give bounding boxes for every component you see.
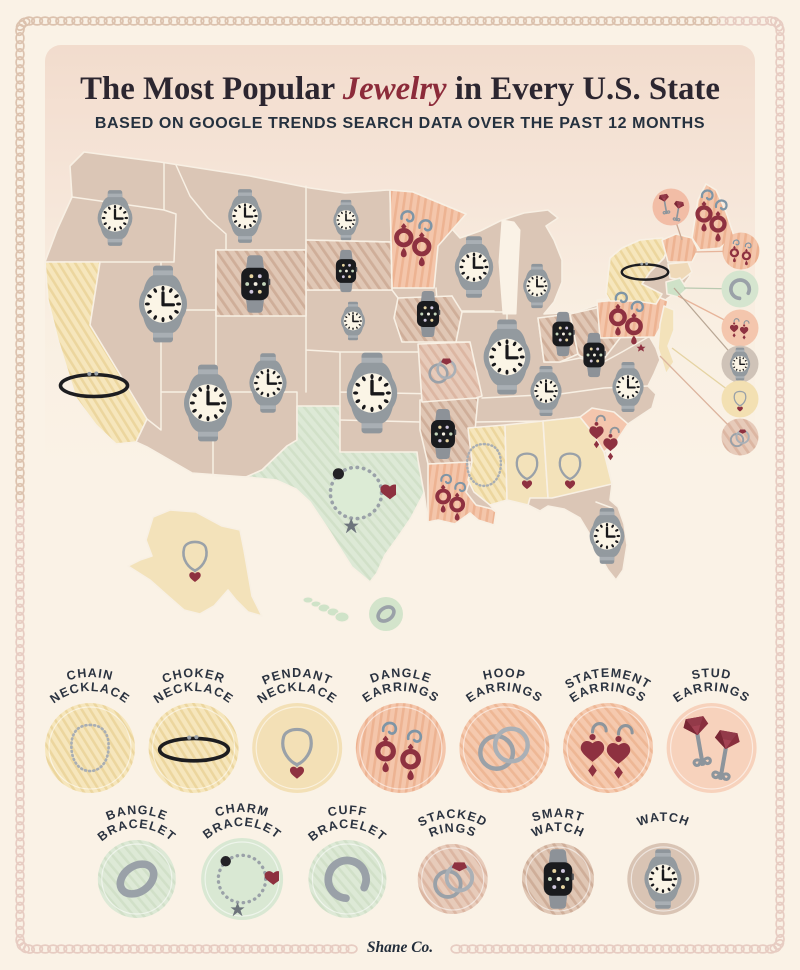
svg-text:EARRINGS: EARRINGS [463,680,545,705]
svg-text:DANGLE: DANGLE [368,666,433,686]
svg-text:BANGLE: BANGLE [104,803,170,823]
svg-text:PENDANT: PENDANT [260,666,335,688]
svg-text:NECKLACE: NECKLACE [47,680,132,706]
svg-text:CHARM: CHARM [213,801,270,820]
svg-text:BRACELET: BRACELET [306,817,390,844]
svg-text:WATCH: WATCH [635,810,691,829]
svg-text:BRACELET: BRACELET [95,817,179,844]
svg-text:BRACELET: BRACELET [200,815,284,842]
svg-text:CHOKER: CHOKER [160,666,227,686]
svg-text:RINGS: RINGS [427,821,479,840]
svg-text:EARRINGS: EARRINGS [671,680,753,705]
svg-text:STUD: STUD [690,666,732,683]
svg-text:NECKLACE: NECKLACE [151,680,236,706]
svg-text:SMART: SMART [530,806,586,825]
svg-text:CUFF: CUFF [326,803,368,820]
svg-text:CHAIN: CHAIN [65,666,115,683]
